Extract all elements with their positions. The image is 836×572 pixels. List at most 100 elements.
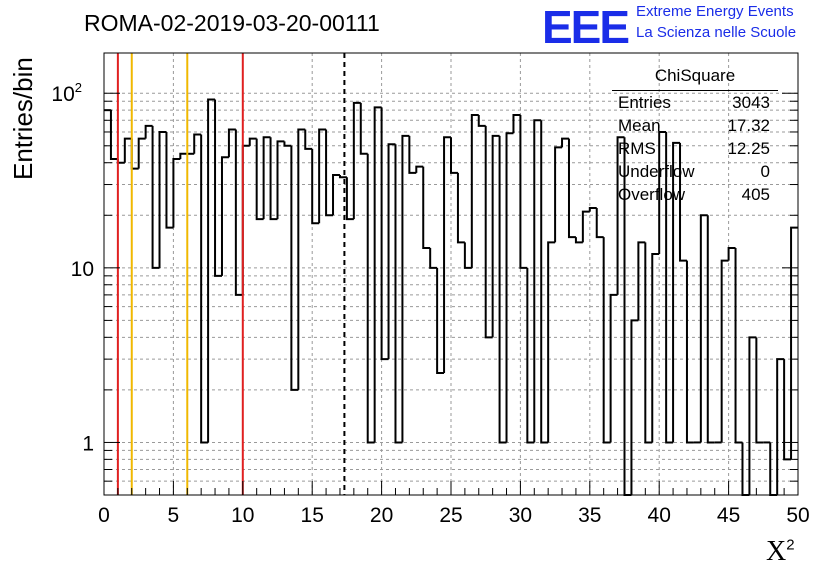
histogram-bin: [720, 259, 729, 443]
stats-value: 17.32: [727, 116, 770, 135]
histogram-bin: [214, 99, 222, 277]
stats-value: 3043: [732, 93, 770, 112]
histogram-bin: [269, 137, 278, 221]
histogram-bin: [116, 159, 125, 164]
y-tick-label: 10: [71, 258, 94, 281]
x-axis-label-sup: 2: [786, 536, 795, 554]
histogram-bin: [109, 110, 118, 161]
stats-box: ChiSquare Entries 3043 Mean 17.32 RMS 12…: [612, 66, 778, 204]
histogram-bin: [429, 247, 438, 269]
histogram-bin: [588, 207, 597, 212]
stats-key: Mean: [618, 116, 661, 135]
histogram-bin: [380, 107, 389, 361]
histogram-bin: [436, 267, 445, 374]
histogram-bin: [526, 267, 535, 444]
grid-lines: [104, 53, 798, 495]
x-tick-label: 10: [231, 504, 254, 527]
histogram-bin: [373, 106, 382, 443]
histogram-bin: [581, 210, 590, 243]
histogram-bin: [699, 214, 708, 443]
histogram-bin: [193, 133, 202, 154]
histogram-bin: [207, 98, 216, 443]
stats-value: 405: [741, 185, 770, 204]
histogram-bin: [227, 128, 236, 158]
histogram-bin: [672, 141, 681, 443]
histogram-bin: [311, 148, 320, 225]
histogram-bin: [533, 119, 542, 443]
eee-logo: EEE: [542, 1, 630, 53]
histogram-bin: [422, 166, 431, 249]
histogram-bin: [255, 138, 264, 221]
histogram-bin: [123, 137, 132, 163]
histogram-bin: [665, 131, 674, 444]
histogram-bin: [727, 246, 736, 261]
axis-ticks: [103, 92, 799, 496]
stats-key: Underflow: [618, 162, 695, 181]
histogram-bin: [505, 132, 514, 443]
histogram-bin: [644, 242, 653, 444]
stats-title: ChiSquare: [654, 66, 736, 85]
histogram-bin: [450, 137, 458, 174]
x-tick-label: 50: [786, 504, 809, 527]
histogram-bin: [304, 129, 313, 150]
histogram-bin: [519, 115, 528, 269]
logo-line-1: Extreme Energy Events: [636, 3, 794, 20]
stats-key: Entries: [618, 93, 671, 112]
histogram-bin: [318, 128, 327, 224]
histogram-bin: [130, 138, 139, 170]
histogram-bin: [415, 165, 424, 173]
logo-line-2: La Scienza nelle Scuole: [636, 24, 797, 41]
histogram-bin: [165, 131, 174, 229]
chart-title: ROMA-02-2019-03-20-00111: [84, 10, 380, 36]
histogram-bin: [179, 152, 188, 160]
histogram-bin: [755, 337, 764, 444]
histogram-bin: [332, 174, 340, 216]
histogram-bin: [651, 253, 660, 443]
histogram-bin: [547, 241, 556, 443]
histogram-bin: [790, 226, 798, 460]
histogram-bin: [491, 134, 500, 338]
histogram-bin: [408, 135, 417, 174]
histogram-bin: [512, 114, 521, 134]
histogram-bin: [463, 242, 472, 269]
x-tick-label: 0: [98, 504, 110, 527]
histogram-bin: [561, 137, 569, 148]
histogram-bin: [158, 130, 167, 268]
histogram-bin: [748, 336, 757, 495]
histogram-bin: [734, 247, 743, 444]
histogram-bin: [554, 146, 563, 243]
histogram-bin: [241, 144, 250, 295]
histogram-bin: [477, 115, 486, 127]
x-tick-label: 35: [578, 504, 601, 527]
histogram-bin: [443, 136, 451, 373]
histogram-bin: [616, 136, 625, 295]
histogram-bin: [290, 145, 299, 391]
stats-divider: [612, 90, 778, 91]
stats-value: 0: [760, 162, 770, 181]
stats-value: 12.25: [727, 139, 770, 158]
histogram-bin: [484, 125, 493, 339]
histogram-bin: [325, 129, 334, 217]
histogram-bin: [783, 359, 792, 461]
histogram-bin: [297, 128, 306, 390]
reference-lines: [116, 53, 346, 495]
histogram-bin: [394, 144, 403, 444]
histogram-bin: [595, 208, 604, 239]
y-tick-label: 1: [82, 432, 94, 455]
histogram-bars: [104, 98, 798, 496]
histogram-bin: [338, 175, 347, 179]
x-tick-label: 20: [370, 504, 393, 527]
x-tick-label: 25: [439, 504, 462, 527]
x-axis-label-text: X: [766, 536, 787, 567]
histogram-bin: [262, 136, 271, 220]
histogram-bin: [776, 358, 785, 495]
tick-labels: 0 5 10 15 20 25 30 35 40 45 50 1 10 102: [51, 80, 809, 527]
x-tick-label: 40: [648, 504, 671, 527]
histogram-bin: [574, 237, 583, 244]
histogram-bin: [679, 142, 687, 262]
y-tick-label: 102: [51, 80, 82, 106]
histogram-bin: [144, 124, 153, 139]
histogram-bin: [200, 134, 209, 444]
histogram-bin: [220, 156, 229, 276]
